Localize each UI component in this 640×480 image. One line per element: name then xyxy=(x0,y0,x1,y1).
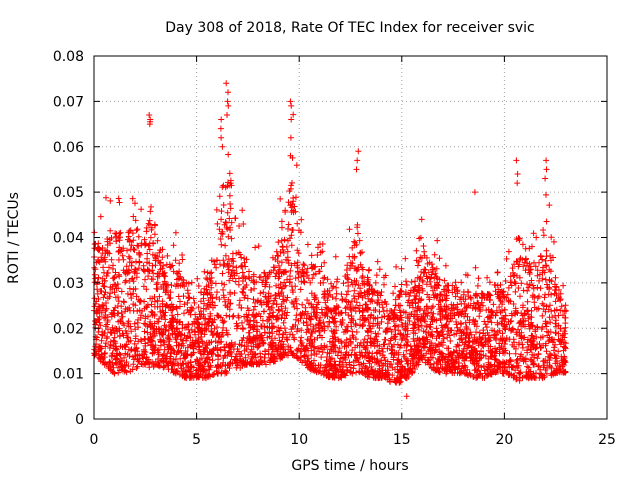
spike-point xyxy=(223,80,230,87)
x-tick-label: 5 xyxy=(192,432,201,448)
spike-point xyxy=(224,98,231,105)
x-tick-label: 25 xyxy=(598,432,616,448)
spike-point xyxy=(543,166,550,173)
spike-point xyxy=(542,175,549,182)
x-tick-label: 20 xyxy=(495,432,513,448)
spike-point xyxy=(514,180,521,187)
spike-point xyxy=(543,157,550,164)
y-tick-label: 0.08 xyxy=(53,49,84,65)
spike-point xyxy=(224,112,230,118)
spike-point xyxy=(218,116,225,123)
y-tick-label: 0.01 xyxy=(53,367,84,383)
spike-point xyxy=(288,102,295,109)
spike-point xyxy=(513,157,520,164)
spike-point xyxy=(471,189,478,196)
y-tick-label: 0.06 xyxy=(53,140,84,156)
y-tick-label: 0.07 xyxy=(53,94,84,110)
x-tick-label: 15 xyxy=(393,432,411,448)
spike-point xyxy=(146,112,153,118)
spike-point xyxy=(287,152,294,159)
x-tick-label: 10 xyxy=(290,432,308,448)
x-axis-label: GPS time / hours xyxy=(291,458,408,474)
spike-point xyxy=(353,166,360,173)
spike-point xyxy=(355,148,362,155)
x-tick-label: 0 xyxy=(90,432,99,448)
spike-point xyxy=(225,102,232,109)
y-tick-label: 0 xyxy=(75,412,84,428)
spike-point xyxy=(288,116,295,123)
chart-title: Day 308 of 2018, Rate Of TEC Index for r… xyxy=(165,20,535,36)
spike-point xyxy=(514,171,521,177)
axis-ticks: 0 0.01 0.02 0.03 0.04 0.05 0.06 0.07 0.08 0 5 10 15 2… xyxy=(53,49,616,448)
spike-point xyxy=(219,143,226,150)
data-points xyxy=(91,80,569,400)
spike-point xyxy=(287,134,294,141)
y-tick-label: 0.04 xyxy=(53,231,84,247)
spike-point xyxy=(287,98,294,105)
scatter-points xyxy=(91,111,569,386)
y-axis-label: ROTI / TECUs xyxy=(6,192,22,284)
spike-point xyxy=(147,118,154,125)
y-tick-label: 0.03 xyxy=(53,276,84,292)
spike-point xyxy=(218,134,225,141)
spike-point xyxy=(403,393,410,400)
spike-point xyxy=(225,89,231,96)
spike-point xyxy=(217,125,224,132)
y-tick-label: 0.02 xyxy=(53,321,84,337)
spike-point xyxy=(354,157,361,164)
y-tick-label: 0.05 xyxy=(53,185,84,201)
